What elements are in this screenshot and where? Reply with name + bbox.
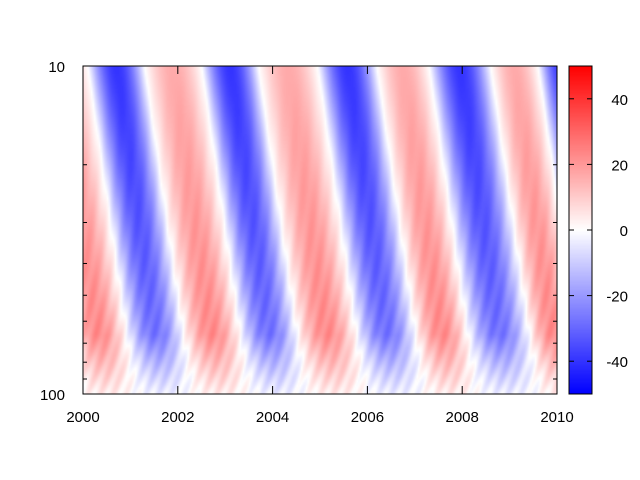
colorbar-axis: 40 20 0 -20 -40 <box>569 92 628 371</box>
plot-frame <box>82 65 558 395</box>
y-tick-label: 10 <box>48 59 65 76</box>
colorbar: 40 20 0 -20 -40 <box>568 65 628 395</box>
x-tick-label: 2006 <box>351 409 384 426</box>
x-tick-label: 2010 <box>540 409 573 426</box>
x-tick-label: 2002 <box>161 409 194 426</box>
y-tick-label: 100 <box>40 387 65 404</box>
x-tick-label: 2004 <box>256 409 289 426</box>
heatmap-image <box>83 66 557 394</box>
colorbar-tick-label: -20 <box>606 289 628 306</box>
colorbar-tick-label: 0 <box>620 223 628 240</box>
colorbar-gradient <box>569 66 592 394</box>
x-axis: 2000 2002 2004 2006 2008 2010 <box>66 66 574 426</box>
colorbar-tick-label: 40 <box>611 92 628 109</box>
heatmap-plot <box>82 65 558 395</box>
colorbar-tick-label: -40 <box>606 354 628 371</box>
colorbar-tick-label: 20 <box>611 157 628 174</box>
x-tick-label: 2008 <box>446 409 479 426</box>
y-axis: 10 100 <box>40 59 557 404</box>
x-tick-label: 2000 <box>66 409 99 426</box>
